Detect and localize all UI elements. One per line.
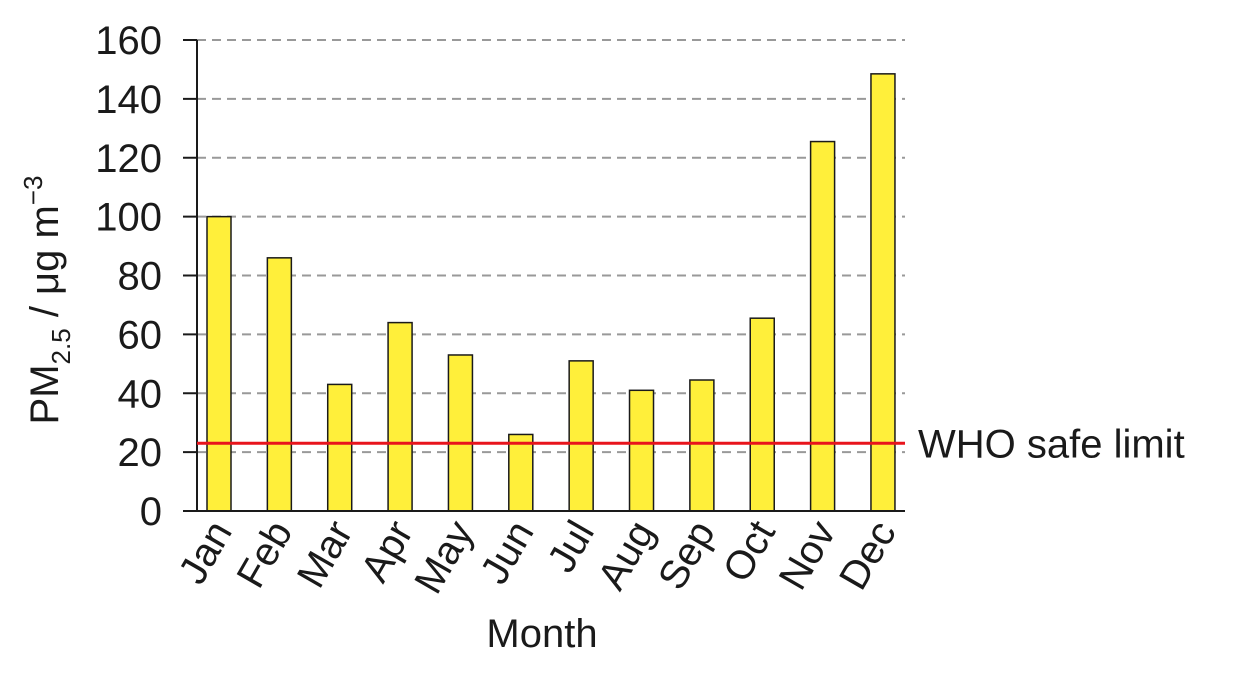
bar bbox=[206, 215, 232, 512]
x-tick-label: Aug bbox=[590, 514, 664, 598]
x-tick-label: Oct bbox=[715, 514, 784, 590]
y-tick-label: 140 bbox=[95, 78, 162, 122]
reference-label: WHO safe limit bbox=[918, 422, 1185, 466]
y-tick-label: 100 bbox=[95, 196, 162, 240]
bar bbox=[749, 317, 775, 512]
x-tick-label: Dec bbox=[831, 514, 905, 598]
bar bbox=[447, 354, 474, 512]
y-tick-label: 20 bbox=[118, 431, 163, 475]
y-tick-label: 40 bbox=[118, 372, 163, 416]
y-label-superscript: −3 bbox=[18, 176, 48, 206]
x-tick-label: Jan bbox=[170, 514, 240, 592]
x-tick-label: Feb bbox=[229, 514, 302, 596]
y-axis-label: PM2.5 / μg m−3 bbox=[18, 176, 76, 425]
y-tick-label: 160 bbox=[95, 19, 162, 63]
bar bbox=[809, 140, 836, 512]
bar bbox=[568, 360, 594, 512]
y-label-subscript: 2.5 bbox=[46, 328, 76, 364]
x-tick-label: Jun bbox=[472, 514, 542, 592]
x-tick-label: May bbox=[406, 514, 482, 601]
bar bbox=[266, 257, 293, 512]
bar bbox=[689, 379, 715, 512]
y-tick-label: 60 bbox=[118, 313, 163, 357]
x-tick-label: Mar bbox=[289, 514, 362, 596]
bar bbox=[628, 389, 655, 512]
x-axis-label: Month bbox=[486, 612, 597, 656]
bar bbox=[326, 383, 353, 512]
bar bbox=[870, 73, 896, 512]
y-label-base: PM bbox=[23, 364, 67, 424]
bar bbox=[508, 433, 534, 512]
x-tick-label: Nov bbox=[771, 514, 845, 598]
y-tick-label: 80 bbox=[118, 255, 163, 299]
y-tick-label: 0 bbox=[140, 490, 162, 534]
bar bbox=[387, 321, 413, 512]
x-tick-label: Sep bbox=[650, 514, 724, 598]
y-label-unit: / μg m bbox=[23, 205, 67, 328]
y-tick-label: 120 bbox=[95, 137, 162, 181]
